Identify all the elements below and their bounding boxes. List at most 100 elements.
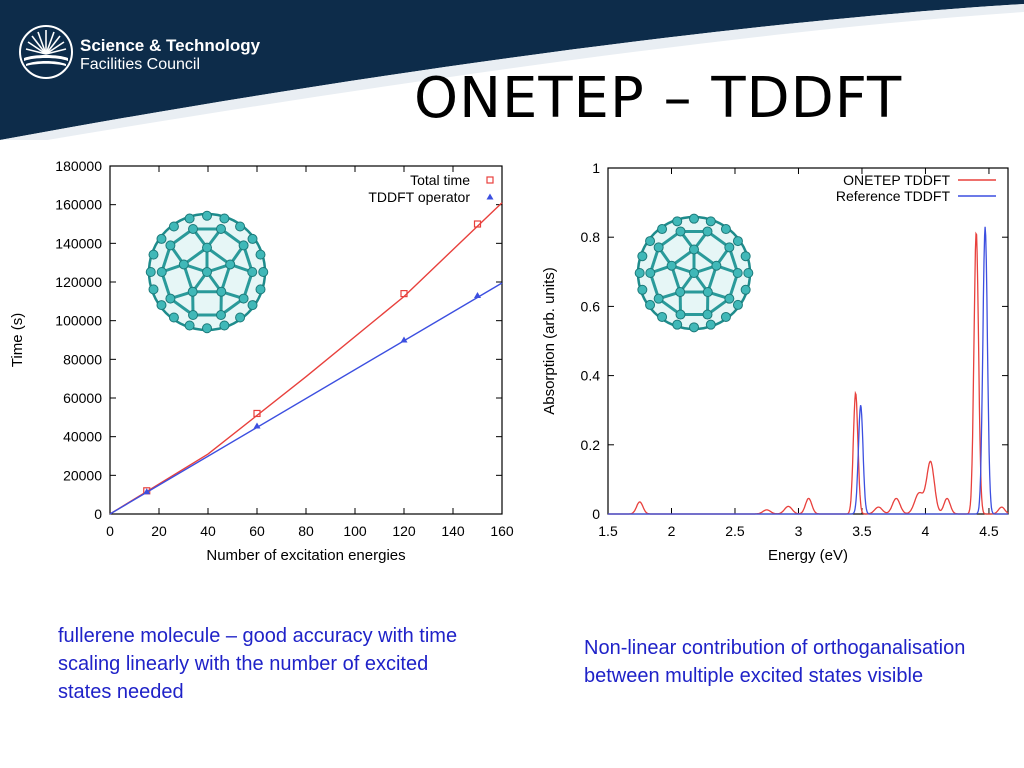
molecule-atom bbox=[637, 251, 648, 262]
molecule-atom bbox=[235, 221, 246, 232]
y-tick-label: 0 bbox=[592, 506, 600, 522]
logo-line1: Science & Technology bbox=[80, 36, 261, 55]
y-tick-label: 0.8 bbox=[581, 229, 601, 245]
molecule-atom bbox=[645, 268, 656, 278]
header-band bbox=[0, 0, 1024, 140]
molecule-atom bbox=[258, 267, 269, 277]
molecule-atom bbox=[188, 310, 199, 321]
molecule-atom bbox=[215, 223, 226, 234]
molecule-atom bbox=[247, 300, 258, 311]
molecule-atom bbox=[178, 259, 189, 270]
x-tick-label: 4.5 bbox=[979, 523, 999, 539]
molecule-atom bbox=[637, 284, 648, 295]
y-tick-label: 60000 bbox=[63, 390, 102, 406]
data-point-tddft-operator bbox=[400, 336, 408, 343]
stfc-logo: Science & Technology Facilities Council bbox=[18, 24, 261, 84]
molecule-atom bbox=[666, 260, 677, 271]
molecule-atom bbox=[184, 213, 195, 224]
fullerene-molecule-inset bbox=[634, 213, 754, 333]
y-tick-label: 0.4 bbox=[581, 368, 601, 384]
molecule-atom bbox=[202, 323, 212, 334]
x-tick-label: 3.5 bbox=[852, 523, 872, 539]
molecule-atom bbox=[184, 320, 195, 331]
fullerene-molecule-inset bbox=[145, 210, 269, 334]
logo-line2: Facilities Council bbox=[80, 56, 201, 73]
y-tick-label: 180000 bbox=[55, 158, 102, 174]
molecule-atom bbox=[740, 251, 751, 262]
molecule-atom bbox=[202, 242, 212, 253]
legend-marker-square bbox=[486, 176, 494, 184]
x-tick-label: 2.5 bbox=[725, 523, 745, 539]
x-tick-label: 20 bbox=[151, 523, 167, 539]
molecule-atom bbox=[238, 240, 249, 251]
molecule-atom bbox=[724, 242, 735, 253]
series-line-total-time bbox=[109, 202, 503, 515]
header-swoosh bbox=[0, 4, 1024, 140]
x-tick-label: 1.5 bbox=[598, 523, 618, 539]
absorption-plot-frame bbox=[607, 167, 1009, 515]
molecule-atom bbox=[148, 284, 159, 295]
molecule-atom bbox=[689, 268, 699, 278]
molecule-atom bbox=[247, 233, 258, 244]
molecule-atom bbox=[675, 287, 686, 298]
legend-marker-triangle bbox=[486, 193, 494, 200]
molecule-atom bbox=[148, 249, 159, 260]
molecule-atom bbox=[634, 268, 645, 278]
x-tick-label: 40 bbox=[200, 523, 216, 539]
molecule-atom bbox=[657, 224, 668, 235]
x-tick-label: 2 bbox=[668, 523, 676, 539]
molecule-atom bbox=[216, 286, 227, 297]
data-point-tddft-operator bbox=[143, 488, 151, 495]
molecule-atom bbox=[743, 268, 754, 278]
data-point-total-time bbox=[253, 409, 261, 418]
molecule-atom bbox=[732, 299, 743, 310]
series-line-tddft-operator bbox=[109, 282, 503, 515]
timing-chart: 0 20 40 60 80 100 120 140 160 0 20000 40000 60000 800… bbox=[9, 158, 514, 564]
caption-left: fullerene molecule – good accuracy with … bbox=[58, 625, 458, 703]
molecule-atom bbox=[720, 224, 731, 235]
molecule-atom bbox=[168, 312, 179, 323]
molecule-atom bbox=[732, 236, 743, 247]
molecule-atom bbox=[672, 319, 683, 330]
y-tick-label: 100000 bbox=[55, 313, 102, 329]
molecule-atom bbox=[187, 286, 198, 297]
molecule-atom bbox=[702, 309, 713, 320]
molecule-atom bbox=[156, 267, 167, 277]
legend-label: Total time bbox=[410, 172, 470, 188]
data-point-tddft-operator bbox=[253, 422, 261, 429]
molecule-atom bbox=[247, 267, 258, 277]
molecule-atom bbox=[689, 213, 699, 224]
absorption-x-axis-label: Energy (eV) bbox=[768, 547, 848, 564]
molecule-atom bbox=[720, 311, 731, 322]
x-tick-label: 4 bbox=[922, 523, 930, 539]
molecule-atom bbox=[689, 322, 699, 333]
y-tick-label: 120000 bbox=[55, 274, 102, 290]
molecule-atom bbox=[672, 216, 683, 227]
molecule-atom bbox=[219, 213, 230, 224]
header-background bbox=[0, 0, 1024, 140]
series-line-reference-tddft bbox=[608, 226, 1008, 515]
y-tick-label: 140000 bbox=[55, 235, 102, 251]
molecule-atom bbox=[235, 312, 246, 323]
molecule-atom bbox=[653, 293, 664, 304]
molecule-atom bbox=[653, 242, 664, 253]
molecule-atom bbox=[165, 240, 176, 251]
molecule-atom bbox=[724, 293, 735, 304]
molecule-atom bbox=[689, 244, 699, 255]
slide-title: ONETEP – TDDFT bbox=[414, 66, 903, 131]
data-point-total-time bbox=[400, 290, 408, 298]
molecule-atom bbox=[675, 309, 686, 320]
molecule-atom bbox=[255, 249, 266, 260]
legend-label: ONETEP TDDFT bbox=[843, 172, 950, 188]
x-tick-label: 3 bbox=[795, 523, 803, 539]
x-tick-label: 100 bbox=[343, 523, 367, 539]
molecule-atom bbox=[238, 293, 249, 304]
x-tick-label: 140 bbox=[441, 523, 465, 539]
absorption-y-axis-label: Absorption (arb. units) bbox=[541, 267, 558, 415]
y-tick-label: 0.2 bbox=[581, 437, 601, 453]
y-tick-label: 0.6 bbox=[581, 298, 601, 314]
x-tick-label: 80 bbox=[298, 523, 314, 539]
molecule-atom bbox=[145, 267, 156, 277]
legend-label: Reference TDDFT bbox=[836, 188, 951, 204]
y-tick-label: 80000 bbox=[63, 351, 102, 367]
